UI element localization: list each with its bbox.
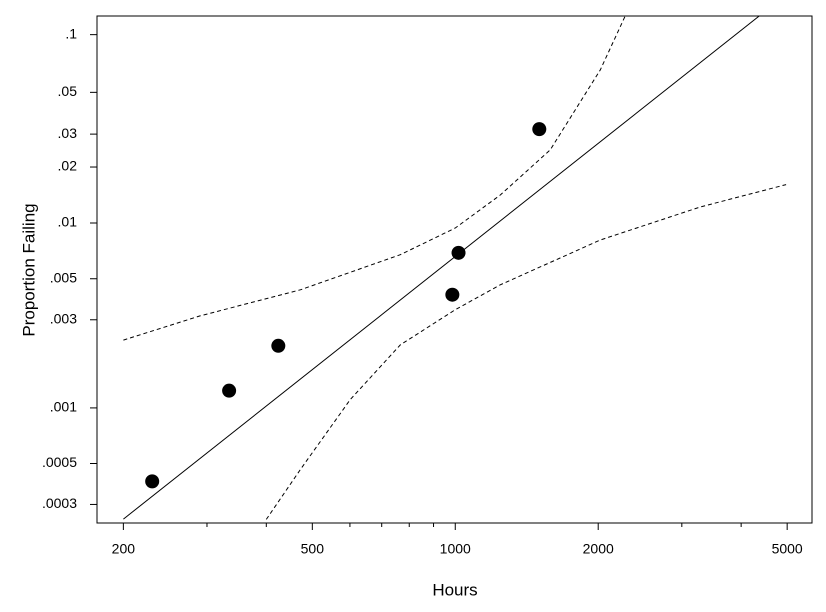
x-tick-label: 5000 <box>772 541 803 557</box>
x-tick-label: 1000 <box>440 541 471 557</box>
y-tick-label: .0005 <box>42 454 77 470</box>
data-point <box>451 245 466 260</box>
data-point <box>271 338 286 353</box>
data-point <box>445 287 460 302</box>
confidence-band <box>123 16 626 341</box>
y-tick-label: .05 <box>58 83 78 99</box>
x-tick-label: 2000 <box>583 541 614 557</box>
data-point <box>222 383 237 398</box>
confidence-band <box>265 184 787 520</box>
y-tick-label: .005 <box>50 269 77 285</box>
y-tick-label: .1 <box>65 25 77 41</box>
y-tick-label: .03 <box>58 125 78 141</box>
data-point <box>145 474 160 489</box>
y-axis-label: Proportion Failing <box>19 203 38 336</box>
y-tick-label: .003 <box>50 310 77 326</box>
x-axis-label: Hours <box>432 580 477 599</box>
data-point <box>532 122 547 137</box>
x-tick-label: 200 <box>112 541 136 557</box>
x-tick-label: 500 <box>301 541 325 557</box>
y-tick-label: .0003 <box>42 495 77 511</box>
y-tick-label: .001 <box>50 399 77 415</box>
fit-line <box>123 16 760 520</box>
y-tick-label: .02 <box>58 158 78 174</box>
plot-frame <box>96 15 813 524</box>
y-tick-label: .01 <box>58 214 78 230</box>
